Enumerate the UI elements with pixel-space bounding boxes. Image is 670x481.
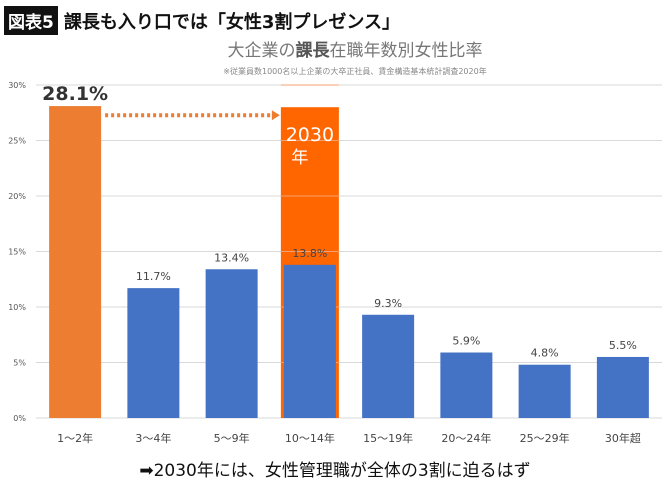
- data-label: 13.4%: [214, 251, 249, 264]
- x-tick-label: 25〜29年: [520, 431, 570, 445]
- data-label: 13.8%: [292, 247, 327, 260]
- data-label: 5.9%: [452, 335, 480, 348]
- subtitle-bold: 課長: [295, 41, 330, 61]
- page-title: 課長も入り口では「女性3割プレゼンス」: [63, 11, 401, 33]
- y-tick-label: 10%: [8, 303, 26, 312]
- bar: [205, 269, 258, 418]
- x-tick-label: 20〜24年: [441, 431, 491, 445]
- data-label: 5.5%: [609, 339, 637, 352]
- bar: [440, 352, 493, 418]
- x-tick-label: 30年超: [605, 431, 641, 445]
- target-label-nen: 年: [291, 148, 308, 168]
- x-tick-label: 5〜9年: [214, 431, 250, 445]
- figure-badge: 図表5: [4, 6, 58, 35]
- target-label-year: 2030: [286, 124, 334, 146]
- y-tick-label: 30%: [8, 81, 26, 90]
- x-tick-label: 10〜14年: [285, 431, 335, 445]
- x-tick-label: 3〜4年: [135, 431, 171, 445]
- bar: [596, 356, 649, 418]
- y-tick-label: 20%: [8, 192, 26, 201]
- chart-subtitle: 大企業の課長在職年数別女性比率: [0, 36, 670, 61]
- data-label: 4.8%: [531, 347, 559, 360]
- source-note: ※従業員数1000名以上企業の大卒正社員、賃金構造基本統計調査2020年: [223, 67, 487, 76]
- subtitle-pre: 大企業の: [227, 41, 296, 61]
- data-label: 28.1%: [42, 83, 108, 105]
- bar: [283, 264, 336, 418]
- data-label: 9.3%: [374, 297, 402, 310]
- bar: [518, 364, 571, 418]
- arrow-head-icon: [271, 110, 280, 121]
- bar: [49, 106, 102, 418]
- y-tick-label: 25%: [8, 137, 26, 146]
- header: 図表5 課長も入り口では「女性3割プレゼンス」: [4, 6, 400, 35]
- data-label: 11.7%: [136, 270, 171, 283]
- footer-text: ➡2030年には、女性管理職が全体の3割に迫るはず: [139, 461, 531, 481]
- bar: [362, 314, 415, 418]
- y-tick-label: 15%: [8, 248, 26, 257]
- y-tick-label: 5%: [13, 359, 26, 368]
- bar: [127, 288, 180, 418]
- x-tick-label: 1〜2年: [57, 431, 93, 445]
- y-tick-label: 0%: [13, 414, 26, 423]
- x-tick-label: 15〜19年: [363, 431, 413, 445]
- subtitle-post: 在職年数別女性比率: [329, 41, 483, 61]
